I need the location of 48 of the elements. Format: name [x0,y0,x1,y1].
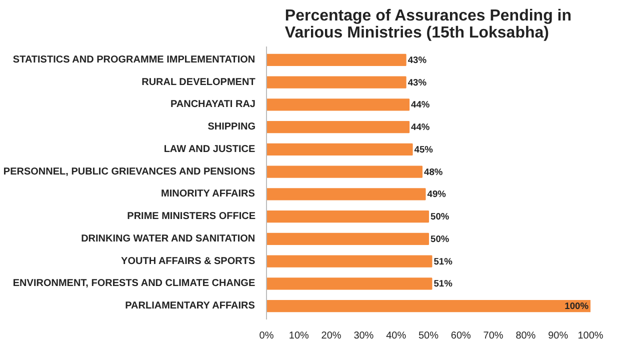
data-label: 51% [434,256,454,266]
x-tick-label: 20% [321,330,342,342]
bar [266,188,426,200]
data-label: 48% [424,166,444,177]
y-tick-label: PERSONNEL, PUBLIC GRIEVANCES AND PENSIONS [3,166,256,178]
x-tick-label: 70% [483,330,504,342]
bar [266,54,406,66]
bar [266,278,432,290]
y-tick-label: PARLIAMENTARY AFFAIRS [125,300,256,312]
x-tick-label: 30% [354,330,374,342]
y-tick-label: PANCHAYATI RAJ [170,99,256,110]
data-label: 49% [427,189,447,200]
x-tick-label: 100% [578,330,604,342]
data-label: 45% [414,144,434,154]
bar [266,76,406,88]
data-label: 43% [408,77,428,88]
bar [266,300,590,312]
y-tick-label: STATISTICS AND PROGRAMME IMPLEMENTATION [12,54,256,66]
y-tick-label: SHIPPING [208,122,256,133]
bar [266,255,432,268]
y-tick-label: ENVIRONMENT, FORESTS AND CLIMATE CHANGE [12,278,256,290]
x-tick-label: 10% [288,330,310,342]
data-label: 100% [564,301,590,312]
bar [266,232,429,246]
x-tick-label: 0% [259,330,274,342]
y-tick-label: DRINKING WATER AND SANITATION [81,233,256,244]
y-tick-label: LAW AND JUSTICE [164,144,256,155]
x-tick-label: 50% [418,330,439,342]
y-tick-label: MINORITY AFFAIRS [161,188,256,200]
bar [266,98,410,111]
data-label: 50% [430,212,450,222]
y-tick-label: RURAL DEVELOPMENT [142,76,256,88]
x-tick-label: 80% [516,330,536,342]
data-label: 50% [430,234,450,244]
x-tick-label: 60% [450,330,472,342]
x-tick-label: 40% [386,330,406,342]
bar [266,120,410,134]
x-tick-label: 90% [548,330,568,342]
bar [266,166,423,178]
bar [266,210,429,223]
data-label: 44% [411,122,430,132]
chart-title: Percentage of Assurances Pending in Various Ministries (15th Loksabha) [284,8,572,42]
y-tick-label: YOUTH AFFAIRS & SPORTS [121,256,256,267]
data-label: 51% [434,278,454,289]
data-label: 43% [408,54,428,65]
data-label: 44% [411,100,430,110]
bar [266,143,413,156]
y-tick-label: PRIME MINISTERS OFFICE [127,211,256,222]
